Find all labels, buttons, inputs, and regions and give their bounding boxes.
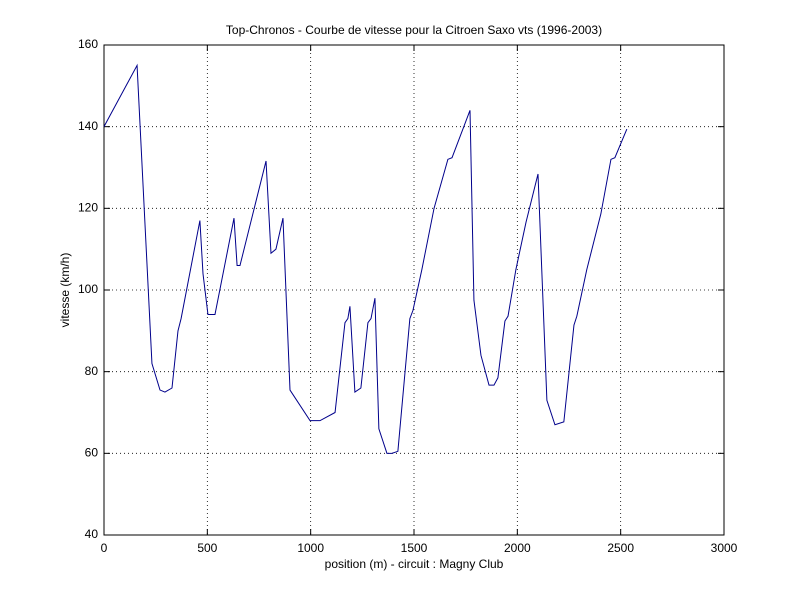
x-tick-label: 500 (197, 541, 217, 555)
x-axis-label: position (m) - circuit : Magny Club (325, 557, 504, 571)
plot-frame (103, 44, 725, 536)
y-tick-label: 140 (78, 119, 98, 133)
x-tick-label: 2000 (504, 541, 531, 555)
x-tick-label: 1500 (401, 541, 428, 555)
x-tick-label: 2500 (607, 541, 634, 555)
x-tick-label: 0 (101, 541, 108, 555)
y-tick-label: 80 (85, 364, 99, 378)
y-tick-label: 120 (78, 201, 98, 215)
x-tick-label: 1000 (297, 541, 324, 555)
y-tick-label: 40 (85, 527, 99, 541)
data-line (103, 63, 628, 454)
y-tick-label: 100 (78, 282, 98, 296)
y-tick-label: 60 (85, 446, 99, 460)
chart-title: Top-Chronos - Courbe de vitesse pour la … (226, 23, 602, 37)
x-tick-label: 3000 (711, 541, 738, 555)
y-tick-label: 160 (78, 37, 98, 51)
y-axis-label: vitesse (km/h) (58, 253, 72, 328)
